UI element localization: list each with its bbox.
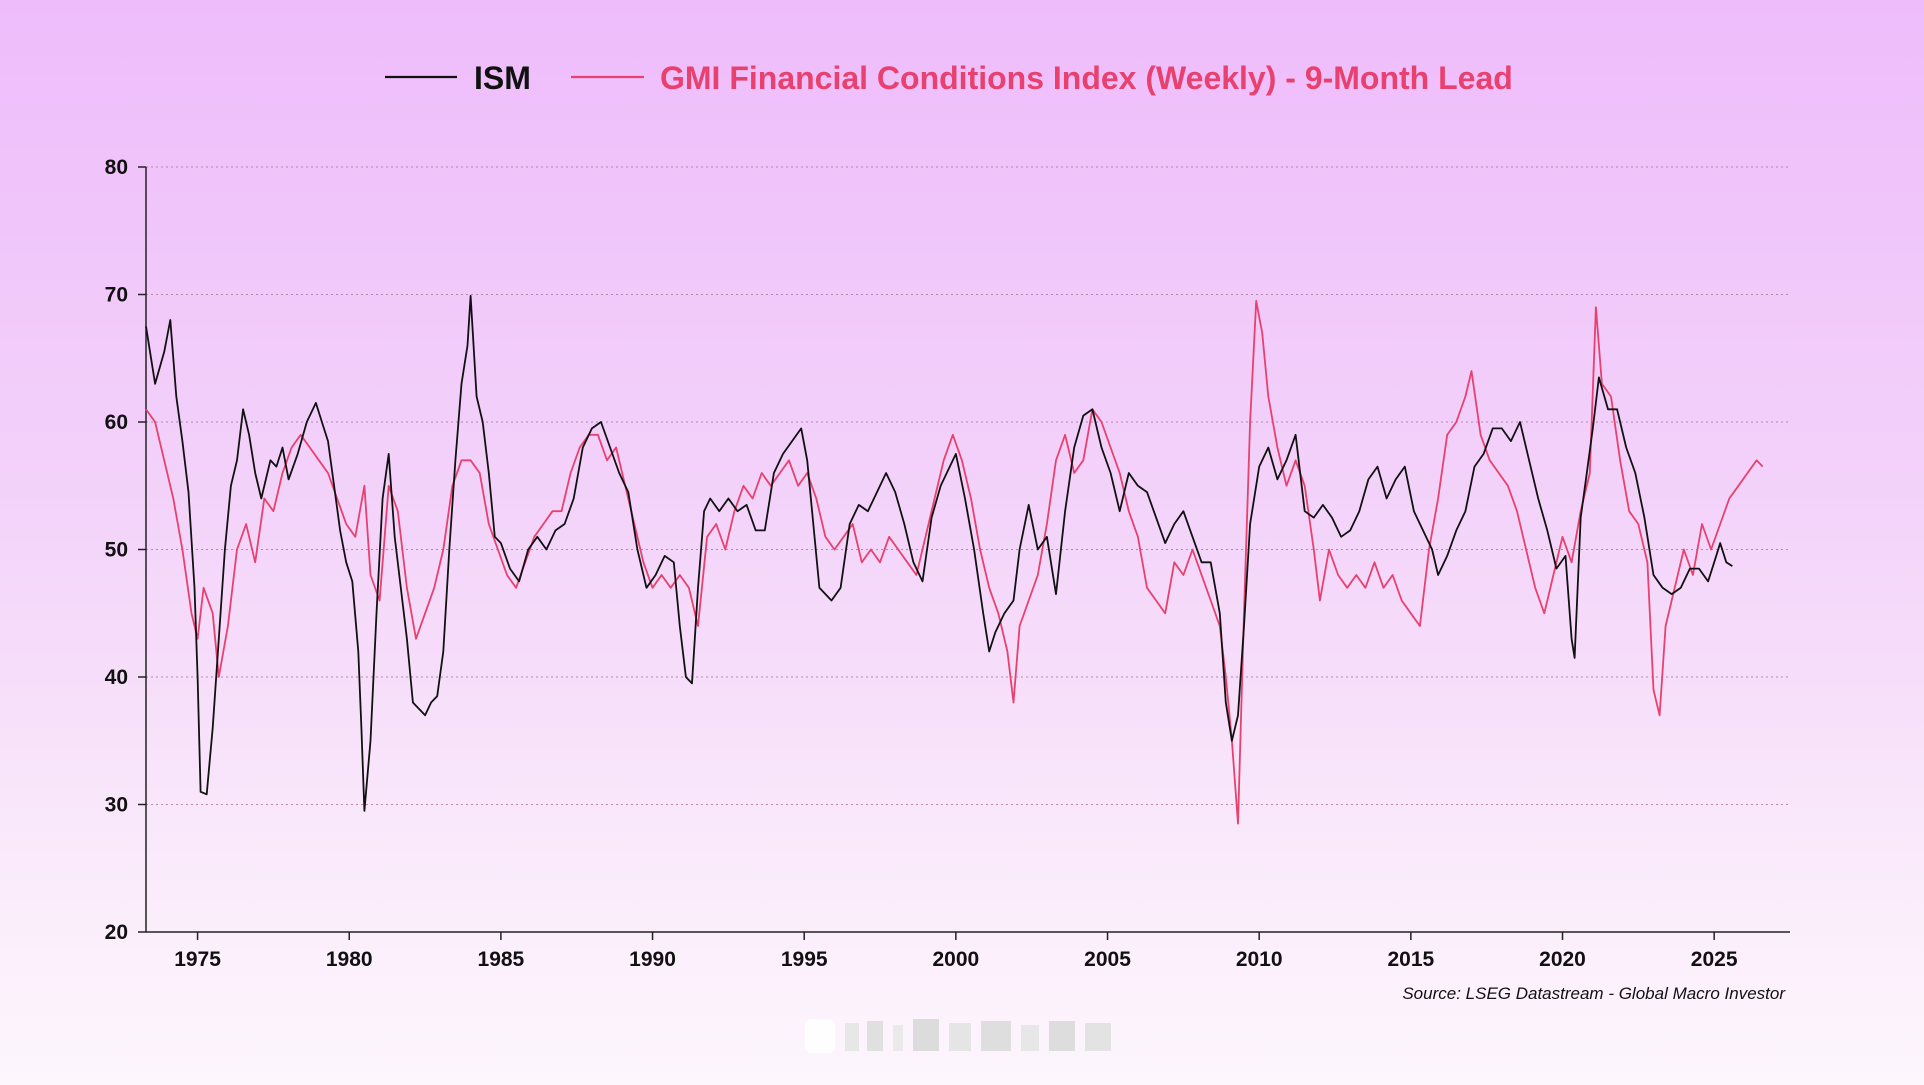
x-tick-label-2010: 2010 [1236, 948, 1283, 971]
x-tick-label-1975: 1975 [174, 948, 221, 971]
series-line-gmi [145, 300, 1764, 825]
x-axis-ticks: 1975 1980 1985 1990 1995 2000 2005 2010 2015 2020… [174, 932, 1738, 971]
gridlines [146, 166, 1790, 805]
x-tick-label-2025: 2025 [1691, 948, 1738, 971]
legend-label-gmi: GMI Financial Conditions Index (Weekly) … [660, 60, 1513, 96]
y-tick-label-50: 50 [105, 539, 128, 562]
x-tick-label-2015: 2015 [1387, 948, 1434, 971]
x-tick-label-1990: 1990 [629, 948, 676, 971]
legend: ISM GMI Financial Conditions Index (Week… [385, 60, 1513, 96]
y-axis-ticks: 20 30 40 50 60 70 80 [105, 156, 146, 944]
legend-label-ism: ISM [474, 60, 531, 96]
y-tick-label-60: 60 [105, 411, 128, 434]
watermark-logo [805, 1019, 1111, 1053]
x-tick-label-2020: 2020 [1539, 948, 1586, 971]
x-tick-label-2005: 2005 [1084, 948, 1131, 971]
source-note: Source: LSEG Datastream - Global Macro I… [1402, 984, 1786, 1003]
series-layer [145, 294, 1764, 825]
y-tick-label-70: 70 [105, 284, 128, 307]
series-line-ism [145, 294, 1733, 812]
x-tick-label-1980: 1980 [326, 948, 373, 971]
y-tick-label-30: 30 [105, 794, 128, 817]
y-tick-label-80: 80 [105, 156, 128, 179]
x-tick-label-1985: 1985 [478, 948, 525, 971]
x-tick-label-2000: 2000 [933, 948, 980, 971]
x-tick-label-1995: 1995 [781, 948, 828, 971]
y-tick-label-20: 20 [105, 921, 128, 944]
y-tick-label-40: 40 [105, 666, 128, 689]
